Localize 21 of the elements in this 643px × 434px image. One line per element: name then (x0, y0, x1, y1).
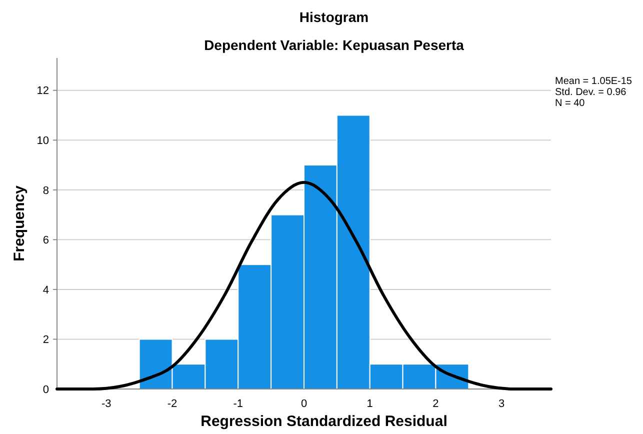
x-tick-label: -2 (167, 398, 178, 410)
y-tick-label: 6 (42, 234, 49, 247)
x-tick-label: 2 (432, 398, 439, 410)
x-tick-label: 1 (366, 398, 373, 410)
y-tick-label: 2 (42, 334, 49, 346)
x-tick-label: 0 (300, 398, 308, 410)
y-tick-label: 12 (36, 85, 49, 98)
x-tick-label: -3 (102, 398, 112, 410)
text: Std. Dev. = 0.96 (555, 87, 627, 98)
text: Mean = 1.05E-15 (555, 76, 632, 87)
text: N = 40 (555, 98, 586, 109)
y-tick-label: 10 (36, 134, 49, 147)
chart-title: Histogram (299, 9, 369, 25)
y-axis-title: Frequency (11, 184, 28, 262)
x-tick-label: -1 (233, 398, 244, 410)
chart-subtitle: Dependent Variable: Kepuasan Peserta (204, 37, 464, 53)
y-tick-label: 4 (42, 284, 49, 296)
x-tick-label: 3 (498, 398, 505, 410)
y-tick-label: 8 (42, 184, 49, 197)
y-tick-label: 0 (42, 384, 49, 396)
x-axis-title: Regression Standardized Residual (200, 413, 448, 430)
